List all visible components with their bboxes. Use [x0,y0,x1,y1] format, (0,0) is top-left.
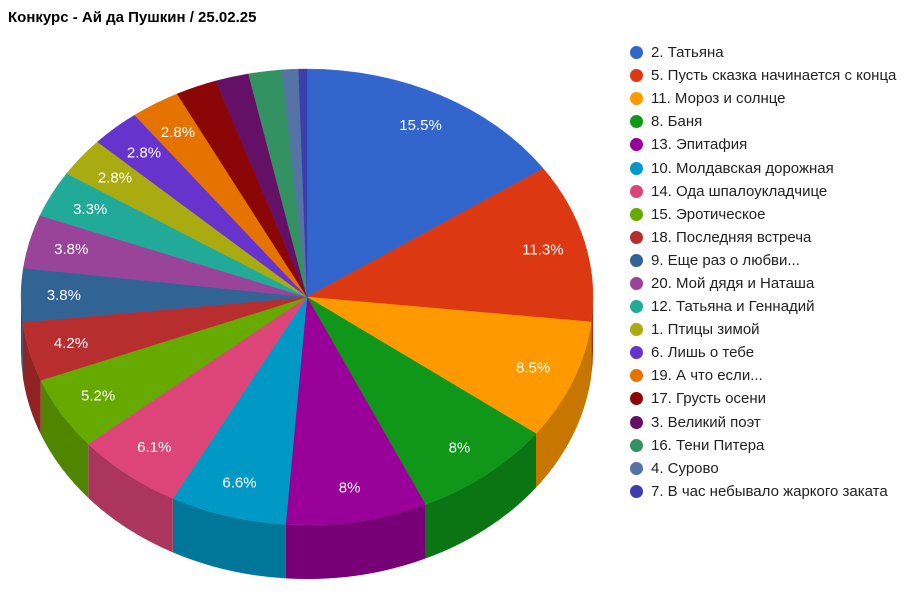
pie-slice-side [425,433,537,559]
legend-swatch-icon [630,138,643,152]
legend-item-label: 11. Мороз и солнце [651,90,786,108]
legend-item[interactable]: 1. Птицы зимой [630,318,896,341]
pie-slice[interactable] [306,168,594,323]
legend-item-label: 2. Татьяна [651,44,724,62]
slice-percent-label: 8.5% [516,360,550,377]
legend-swatch-icon [630,253,643,267]
legend-item-label: 7. В час небывало жаркого заката [651,482,888,500]
legend-swatch-icon [630,207,643,221]
slice-percent-label: 2.8% [161,124,195,141]
slice-percent-label: 2.8% [127,145,161,162]
legend-item-label: 18. Последняя встреча [651,228,812,246]
pie-slice[interactable] [298,68,308,298]
pie-slice[interactable] [285,296,426,526]
legend-item-label: 19. А что если... [651,367,763,385]
slice-percent-label: 6.6% [222,475,256,492]
pie-slice-side [172,498,286,579]
legend-item-label: 16. Тени Питера [651,436,765,454]
slice-percent-label: 8% [339,479,361,496]
legend-item[interactable]: 6. Лишь о тебе [630,341,896,364]
pie-slice-side [40,380,89,498]
legend-item[interactable]: 10. Молдавская дорожная [630,156,896,179]
legend-item-label: 9. Еще раз о любви... [651,251,800,269]
legend-swatch-icon [630,346,643,360]
pie-slice-side [88,443,173,553]
legend-swatch-icon [630,300,643,314]
slice-percent-label: 11.3% [522,242,563,259]
slice-percent-label: 3.8% [47,287,81,304]
chart-title: Конкурс - Ай да Пушкин / 25.02.25 [8,9,257,26]
legend-item-label: 10. Молдавская дорожная [651,159,834,177]
legend-item[interactable]: 7. В час небывало жаркого заката [630,480,896,503]
legend-item[interactable]: 16. Тени Питера [630,434,896,457]
pie-slice-side [22,322,41,435]
pie-slice[interactable] [172,296,308,525]
legend-item-label: 15. Эротическое [651,205,766,223]
legend-item-label: 6. Лишь о тебе [651,344,755,362]
legend-swatch-icon [630,415,643,429]
legend-item[interactable]: 13. Эпитафия [630,133,896,156]
legend-item[interactable]: 18. Последняя встреча [630,226,896,249]
legend-swatch-icon [630,230,643,244]
legend-swatch-icon [630,161,643,175]
pie-slice-side [21,297,23,377]
legend-item[interactable]: 8. Баня [630,110,896,133]
legend-swatch-icon [630,69,643,83]
legend-item[interactable]: 12. Татьяна и Геннадий [630,295,896,318]
legend-item[interactable]: 19. А что если... [630,364,896,387]
legend-item[interactable]: 2. Татьяна [630,41,896,64]
legend-swatch-icon [630,46,643,60]
slice-percent-label: 6.1% [137,439,171,456]
legend-item-label: 1. Птицы зимой [651,321,760,339]
slice-percent-label: 3.8% [54,241,88,258]
legend-item-label: 14. Ода шпалоукладчице [651,182,828,200]
legend-item-label: 13. Эпитафия [651,136,748,154]
slice-percent-label: 3.3% [73,201,107,218]
legend-swatch-icon [630,484,643,498]
legend-item[interactable]: 4. Сурово [630,457,896,480]
legend-item-label: 4. Сурово [651,459,719,477]
legend-swatch-icon [630,323,643,337]
legend-swatch-icon [630,438,643,452]
slice-percent-label: 15.5% [399,117,442,134]
pie-slice[interactable] [306,68,544,298]
legend-item[interactable]: 9. Еще раз о любви... [630,249,896,272]
legend-item-label: 12. Татьяна и Геннадий [651,298,815,316]
legend-item[interactable]: 17. Грусть осени [630,387,896,410]
pie-slice[interactable] [306,296,592,434]
legend-swatch-icon [630,115,643,129]
legend-item[interactable]: 3. Великий поэт [630,411,896,434]
legend-item[interactable]: 15. Эротическое [630,203,896,226]
slice-percent-label: 2.8% [98,170,132,187]
pie-slice-side [285,504,426,579]
legend-swatch-icon [630,369,643,383]
legend-swatch-icon [630,461,643,475]
pie-slice-side [536,321,592,488]
slice-percent-label: 5.2% [81,388,115,405]
legend-item[interactable]: 20. Мой дядя и Наташа [630,272,896,295]
legend-item-label: 8. Баня [651,113,703,131]
legend-item[interactable]: 5. Пусть сказка начинается с конца [630,64,896,87]
legend-item-label: 20. Мой дядя и Наташа [651,274,815,292]
slice-percent-label: 4.2% [54,335,88,352]
legend-item[interactable]: 14. Ода шпалоукладчице [630,180,896,203]
legend-swatch-icon [630,392,643,406]
pie-slice[interactable] [306,296,537,505]
legend-swatch-icon [630,276,643,290]
legend-swatch-icon [630,92,643,106]
legend-item-label: 17. Грусть осени [651,390,767,408]
legend-item-label: 5. Пусть сказка начинается с конца [651,67,897,85]
legend-item-label: 3. Великий поэт [651,413,761,431]
legend: 2. Татьяна 5. Пусть сказка начинается с к… [630,41,896,503]
slice-percent-label: 8% [449,439,471,456]
legend-item[interactable]: 11. Мороз и солнце [630,87,896,110]
pie-slice-side [591,297,593,376]
legend-swatch-icon [630,184,643,198]
